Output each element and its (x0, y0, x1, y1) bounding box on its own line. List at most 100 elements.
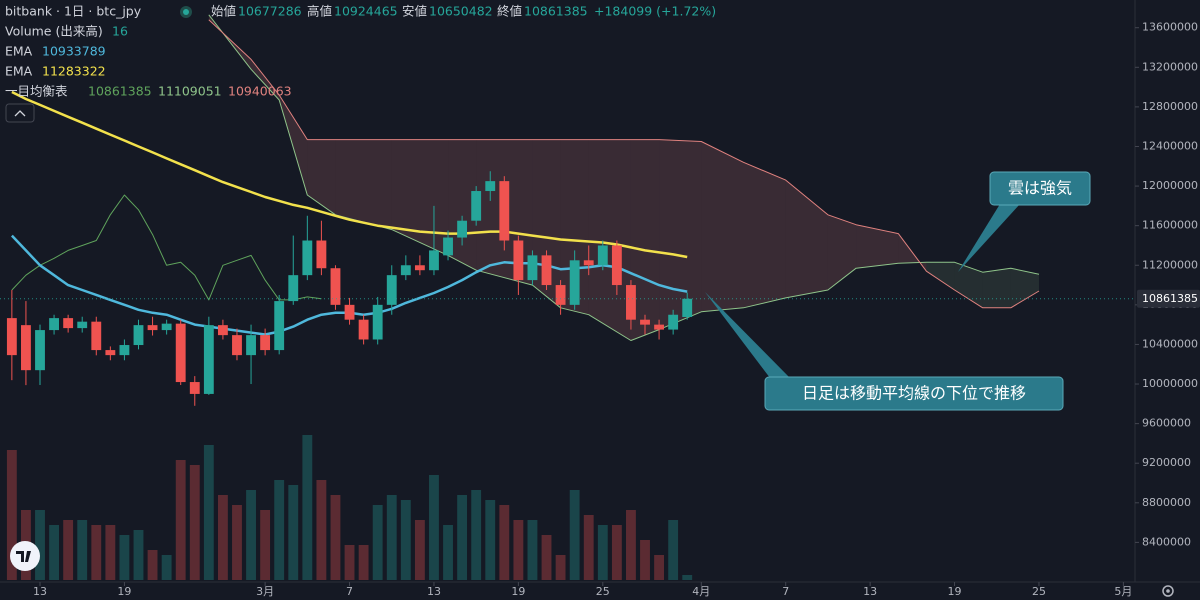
x-tick-label: 19 (948, 585, 962, 598)
settings[interactable] (1162, 585, 1174, 597)
candle-body (203, 325, 214, 394)
volume-bar (175, 460, 186, 580)
x-tick-label: 13 (33, 585, 47, 598)
candle-body (668, 314, 679, 330)
candle-body (372, 304, 383, 340)
legend-label: 一目均衡表 (5, 84, 68, 99)
legend-value: 10933789 (42, 44, 106, 59)
cloud-fill (954, 262, 983, 308)
callout-box (989, 171, 1091, 206)
price-label-box (1137, 289, 1200, 308)
volume-bar (77, 520, 88, 580)
x-tick-label: 13 (427, 585, 441, 598)
y-tick-label: 12800000 (1142, 100, 1198, 113)
volume-bar (668, 520, 679, 580)
x-tick-label: 13 (863, 585, 877, 598)
ema-line (11, 90, 688, 259)
settings-icon[interactable] (1162, 585, 1174, 597)
volume-bar (626, 510, 636, 580)
candle-body (527, 255, 538, 281)
candle-body (400, 265, 411, 276)
x-tick-label: 25 (1032, 585, 1046, 598)
y-tick-label: 10400000 (1142, 337, 1198, 350)
collapse-button[interactable] (5, 103, 35, 123)
volume-bar (246, 490, 256, 580)
volume-bar (372, 505, 383, 580)
candle-body (260, 335, 271, 351)
ohlc-label: 高値 (307, 4, 332, 19)
volume-bar (161, 555, 172, 580)
x-tick-label: 5月 (1114, 585, 1132, 598)
logo (10, 541, 40, 571)
legend-value: 11109051 (158, 84, 222, 99)
x-tick-label: 3月 (256, 585, 274, 598)
annotation: 日足は移動平均線の下位で推移 (705, 292, 1064, 411)
legend-value: 10940063 (228, 84, 292, 99)
cloud-fill (560, 139, 589, 315)
candle-body (513, 240, 524, 281)
cloud-fill (785, 180, 828, 298)
volume-bar (274, 480, 285, 580)
candle-body (316, 240, 327, 269)
x-tick-label: 19 (117, 585, 131, 598)
cloud-fill (448, 139, 477, 271)
candle-body (611, 245, 622, 286)
logo-badge (10, 541, 40, 571)
volume-bar (147, 550, 158, 580)
cloud-fill (335, 139, 392, 230)
candle-body (330, 268, 341, 305)
cloud-fill (701, 141, 744, 312)
candle-body (457, 220, 468, 238)
leading-span-b (208, 19, 1040, 309)
candle-body (217, 325, 228, 336)
candle-body (583, 260, 594, 266)
candle-body (35, 330, 45, 371)
y-tick-label: 8400000 (1142, 535, 1191, 548)
volume-bar (189, 465, 200, 580)
cloud-fill (532, 139, 561, 308)
y-tick-label: 8800000 (1142, 496, 1191, 509)
ohlc-label: 終値 (497, 4, 522, 19)
x-tick-label: 25 (596, 585, 610, 598)
candle-body (414, 265, 425, 271)
candle-body (471, 191, 482, 221)
candle-body (105, 350, 116, 356)
cloud-fill (588, 139, 631, 341)
callout-pointer (958, 204, 1020, 272)
callout-box (764, 376, 1064, 411)
settings-icon (1166, 589, 1170, 593)
volume-bar (358, 545, 369, 580)
candle-body (344, 304, 355, 320)
volume-bar (499, 505, 510, 580)
callout-text: 雲は強気 (1008, 179, 1072, 198)
candle-body (161, 323, 172, 331)
cloud-fill (630, 139, 660, 341)
volume-bar (611, 525, 622, 580)
x-tick-label: 7 (782, 585, 789, 598)
candle-body (499, 181, 510, 241)
volume-bar (597, 525, 608, 580)
volume-bar (527, 520, 538, 580)
volume-bar (485, 500, 496, 580)
y-tick-label: 10000000 (1142, 377, 1198, 390)
volume-bar (49, 525, 59, 580)
volume-bar (105, 525, 116, 580)
legend-label: EMA (5, 64, 33, 79)
ohlc-label: 始値 (211, 4, 236, 19)
status-icon (183, 9, 189, 15)
candle-body (63, 318, 74, 329)
ohlc-value: 10861385 (524, 4, 588, 19)
candle-body (6, 318, 17, 356)
volume-bar (6, 450, 17, 580)
x-tick-label: 7 (346, 585, 353, 598)
candle-body (640, 319, 650, 325)
candle-body (91, 321, 102, 351)
volume-bar (63, 520, 74, 580)
logo-mark (16, 551, 31, 562)
volume-bar (302, 435, 313, 580)
candle-body (189, 382, 200, 394)
candle-body (569, 260, 580, 305)
axis-layer: 13600000 13200000 12800000 12400000 12000000… (0, 21, 1200, 598)
volume-bar (316, 480, 327, 580)
